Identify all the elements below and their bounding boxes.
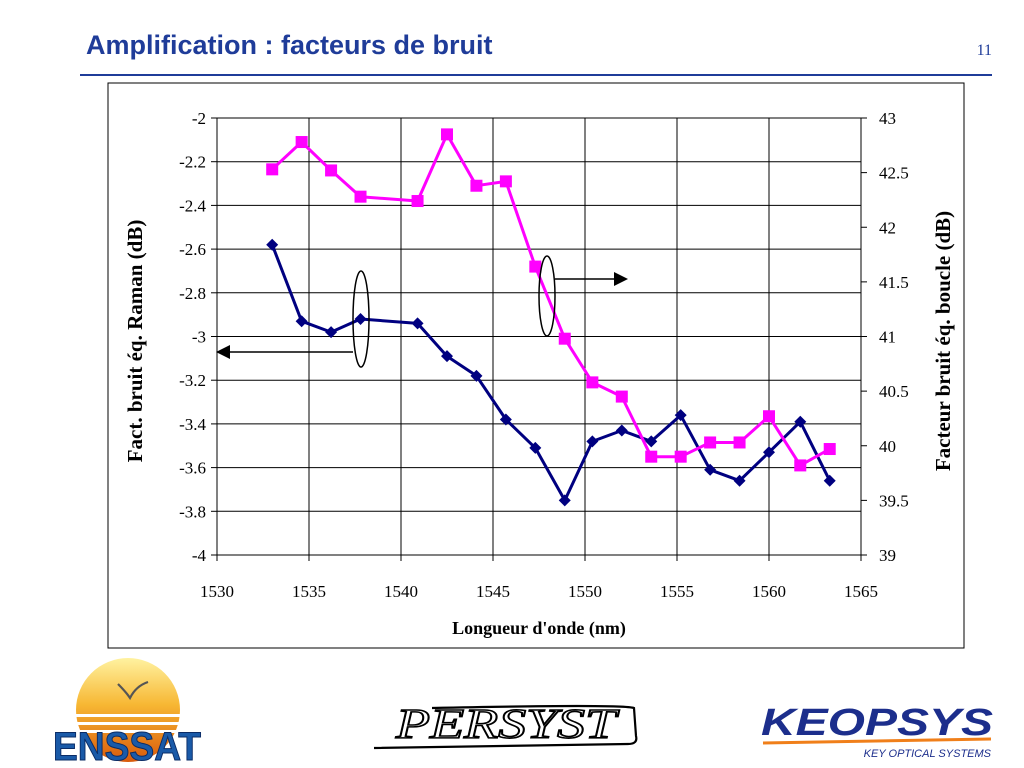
raman-data-point bbox=[470, 369, 483, 382]
raman-data-point bbox=[615, 424, 628, 437]
loop-data-point bbox=[470, 179, 483, 192]
raman-series-callout-ellipse bbox=[352, 270, 370, 368]
right-y-tick-label: 42 bbox=[879, 218, 896, 237]
x-tick-label: 1545 bbox=[476, 582, 510, 601]
title-underline bbox=[80, 74, 992, 76]
raman-data-point bbox=[441, 350, 453, 363]
raman-data-point bbox=[354, 313, 367, 326]
chart-frame bbox=[107, 82, 965, 649]
seagull-icon bbox=[117, 680, 149, 701]
raman-data-point bbox=[823, 474, 836, 487]
left-y-tick-label: -4 bbox=[192, 546, 207, 565]
x-axis-label: Longueur d'onde (nm) bbox=[452, 618, 626, 639]
keopsys-tagline: KEY OPTICAL SYSTEMS bbox=[864, 748, 992, 760]
left-y-tick-label: -2.6 bbox=[179, 240, 206, 259]
right-y-tick-label: 40.5 bbox=[879, 382, 909, 401]
right-axis-arrow-head bbox=[614, 272, 628, 286]
left-y-tick-label: -2.4 bbox=[179, 196, 206, 215]
loop-data-point bbox=[733, 436, 746, 449]
left-y-tick-label: -2.8 bbox=[179, 284, 206, 303]
loop-data-point bbox=[499, 175, 512, 188]
persyst-wordmark: PERSYST bbox=[395, 702, 620, 748]
loop-data-point bbox=[615, 390, 628, 403]
loop-data-point bbox=[586, 376, 599, 389]
x-tick-label: 1550 bbox=[568, 582, 602, 601]
loop-data-point bbox=[325, 164, 338, 177]
raman-data-point bbox=[266, 238, 279, 251]
sun-shape bbox=[76, 658, 180, 762]
x-tick-label: 1565 bbox=[844, 582, 878, 601]
keopsys-wordmark: KEOPSYS bbox=[761, 702, 993, 744]
persyst-swoosh bbox=[373, 704, 638, 750]
raman-data-point bbox=[411, 317, 424, 330]
page-number: 11 bbox=[976, 42, 992, 59]
left-y-tick-label: -3 bbox=[192, 328, 206, 347]
raman-data-point bbox=[558, 494, 571, 507]
loop-data-point bbox=[763, 410, 775, 423]
right-y-tick-label: 41 bbox=[879, 328, 896, 347]
x-tick-label: 1535 bbox=[292, 582, 326, 601]
loop-data-point bbox=[704, 436, 717, 449]
loop-data-point bbox=[441, 128, 453, 141]
right-y-tick-label: 39 bbox=[879, 546, 896, 565]
raman-data-point bbox=[586, 435, 599, 448]
loop-data-point bbox=[529, 260, 542, 273]
persyst-logo: PERSYST bbox=[373, 701, 638, 750]
right-y-tick-label: 39.5 bbox=[879, 491, 909, 510]
loop-data-point bbox=[558, 332, 571, 345]
left-y-tick-label: -2 bbox=[192, 109, 206, 128]
keopsys-logo: KEOPSYS KEY OPTICAL SYSTEMS bbox=[761, 702, 993, 760]
left-y-tick-label: -3.4 bbox=[179, 415, 206, 434]
x-tick-label: 1530 bbox=[200, 582, 234, 601]
raman-data-point bbox=[733, 474, 746, 487]
raman-data-point bbox=[499, 413, 512, 426]
loop-data-point bbox=[823, 443, 836, 456]
loop-data-point bbox=[411, 195, 424, 208]
loop-series-callout-ellipse bbox=[538, 255, 556, 337]
left-y-tick-label: -3.6 bbox=[179, 459, 206, 478]
left-y-axis-label: Fact. bruit éq. Raman (dB) bbox=[123, 220, 147, 463]
right-y-tick-label: 41.5 bbox=[879, 273, 909, 292]
raman-data-point bbox=[295, 315, 308, 328]
left-y-tick-label: -3.8 bbox=[179, 502, 206, 521]
loop-data-point bbox=[266, 163, 279, 176]
x-tick-label: 1560 bbox=[752, 582, 786, 601]
x-tick-label: 1540 bbox=[384, 582, 418, 601]
loop-data-point bbox=[295, 136, 308, 149]
enssat-logo: ENSSAT bbox=[53, 658, 202, 766]
raman-data-point bbox=[325, 326, 338, 339]
right-y-tick-label: 40 bbox=[879, 437, 896, 456]
left-y-tick-label: -2.2 bbox=[179, 153, 206, 172]
loop-data-point bbox=[794, 459, 807, 472]
right-y-tick-label: 43 bbox=[879, 109, 896, 128]
loop-data-point bbox=[674, 450, 687, 463]
raman-data-point bbox=[704, 463, 717, 476]
loop-data-point bbox=[354, 190, 367, 203]
right-y-axis-label: Facteur bruit éq. boucle (dB) bbox=[931, 211, 955, 471]
raman-data-point bbox=[674, 409, 687, 422]
raman-data-point bbox=[645, 435, 658, 448]
x-tick-label: 1555 bbox=[660, 582, 694, 601]
left-axis-arrow-head bbox=[216, 345, 230, 359]
raman-data-point bbox=[529, 441, 542, 454]
raman-data-point bbox=[763, 446, 775, 459]
right-y-tick-label: 42.5 bbox=[879, 164, 909, 183]
chart-series bbox=[266, 128, 836, 507]
slide-title: Amplification : facteurs de bruit bbox=[86, 30, 493, 60]
raman-data-point bbox=[794, 415, 807, 428]
keopsys-swoosh bbox=[762, 737, 992, 745]
chart-ticks: -2 -2.2 -2.4 -2.6 -2.8 -3 -3.2 -3.4 -3.6 -3.8 -4 15… bbox=[179, 109, 909, 601]
left-y-tick-label: -3.2 bbox=[179, 371, 206, 390]
loop-data-point bbox=[645, 450, 658, 463]
enssat-wordmark: ENSSAT bbox=[53, 725, 201, 766]
